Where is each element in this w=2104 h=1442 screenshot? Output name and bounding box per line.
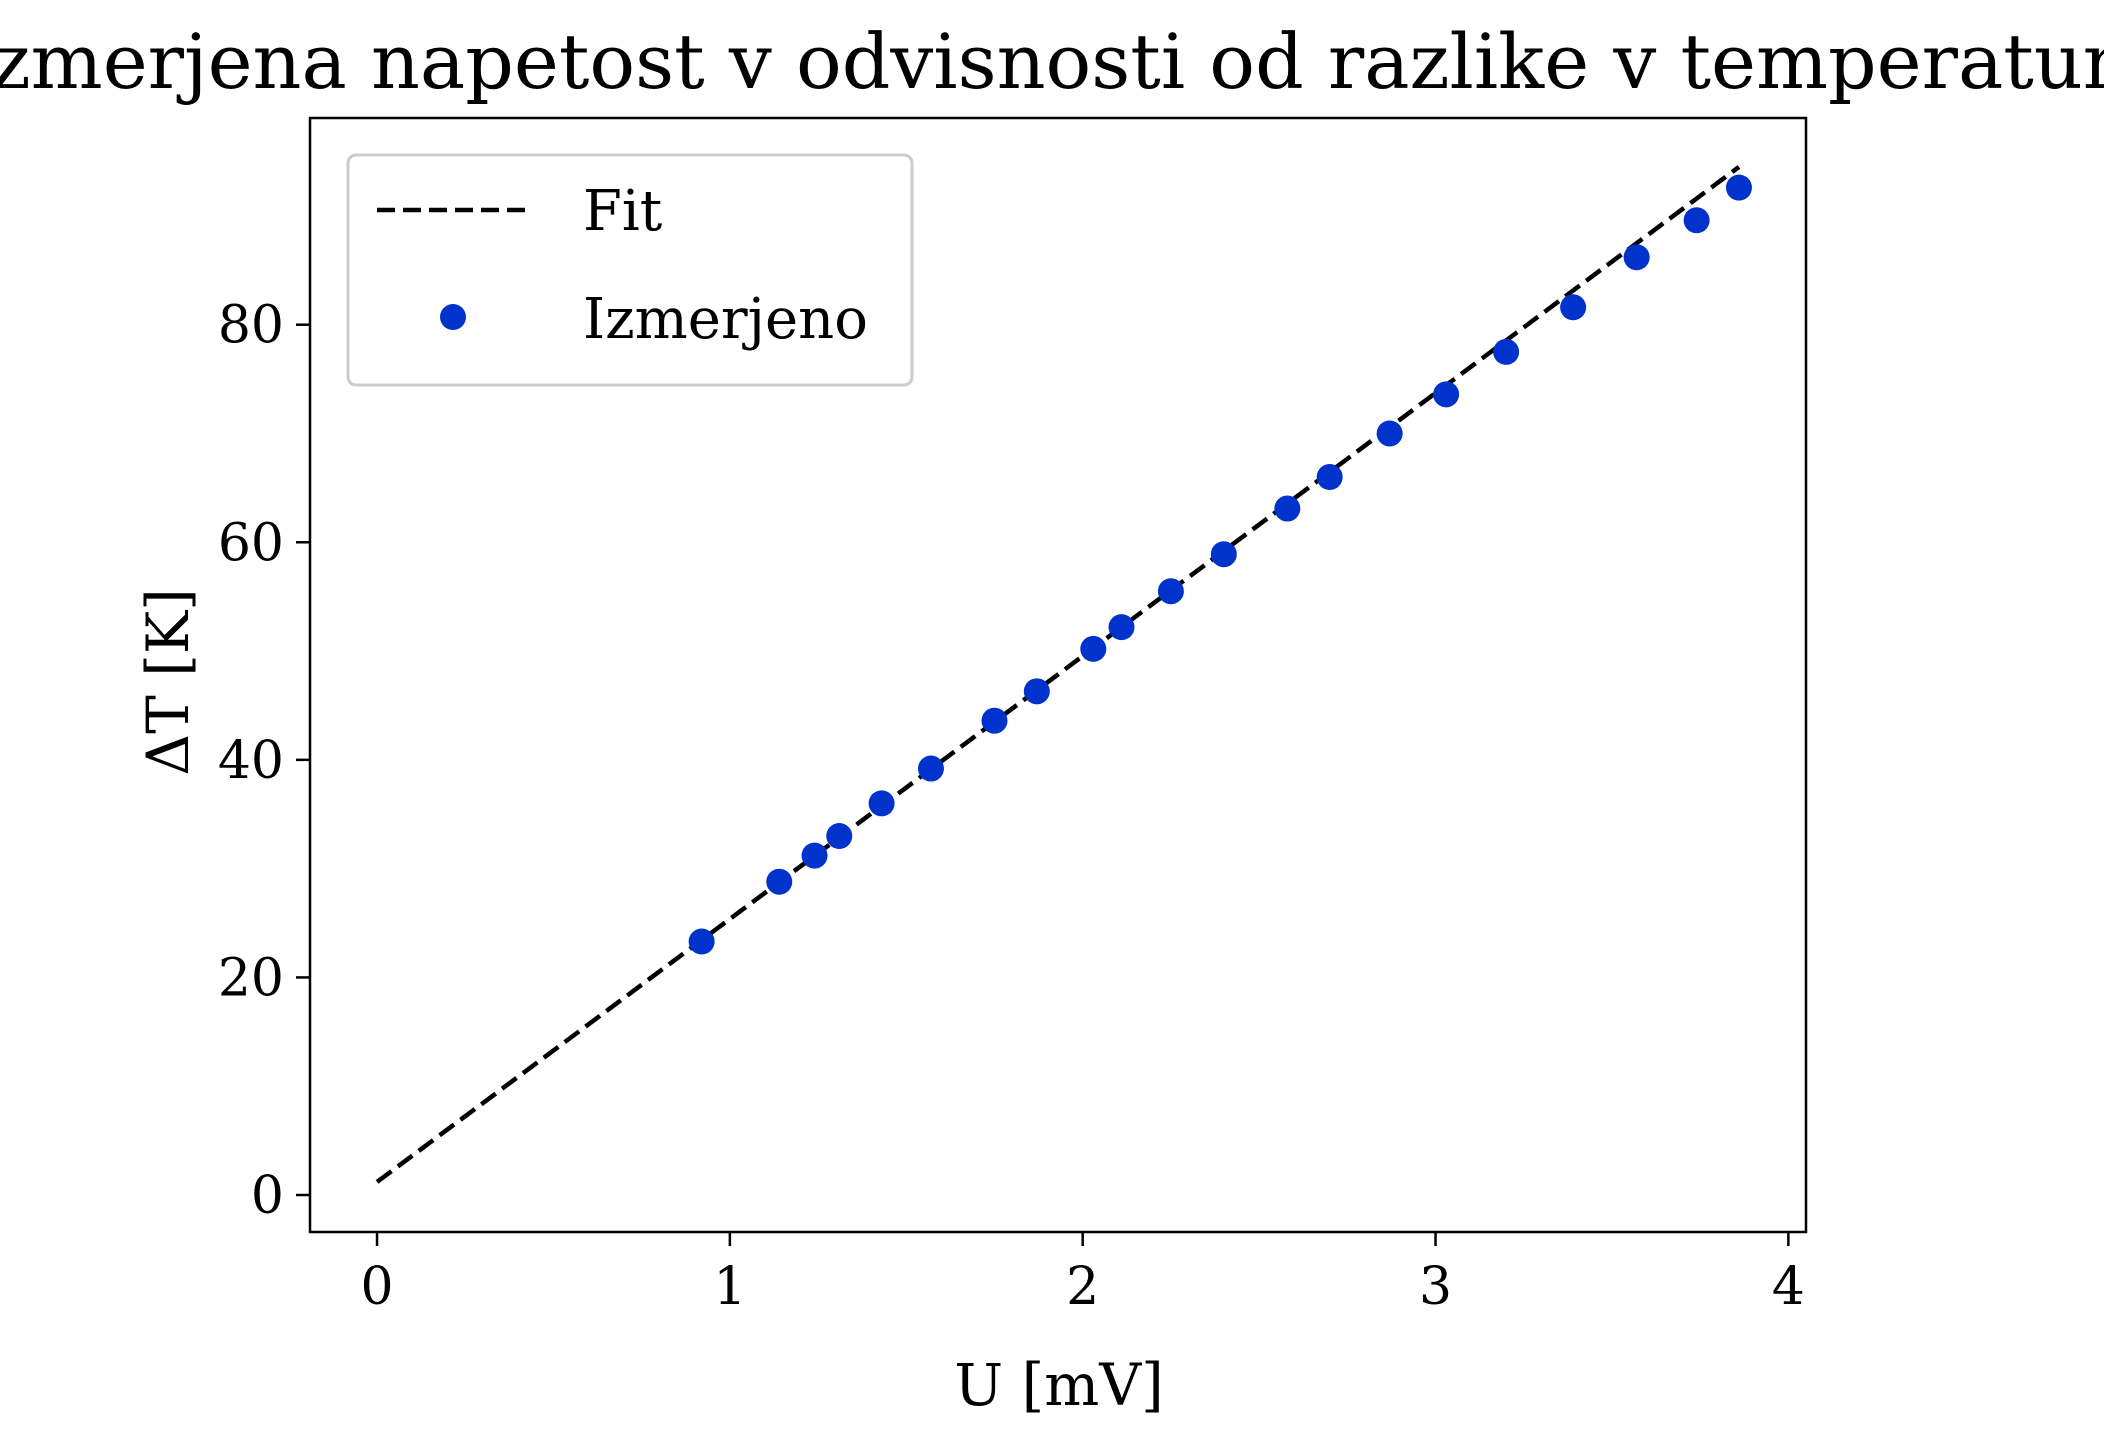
data-point	[1108, 614, 1135, 641]
x-tick-label: 1	[713, 1257, 746, 1317]
axes-frame	[308, 116, 1808, 1234]
legend-points-swatch	[440, 304, 466, 330]
data-point	[1560, 294, 1587, 321]
data-point	[1157, 578, 1184, 605]
fit-line	[375, 165, 1741, 1184]
data-point	[1376, 420, 1403, 447]
x-axis-label: U [mV]	[954, 1351, 1163, 1419]
x-tick-label: 4	[1772, 1257, 1805, 1317]
data-point	[1493, 338, 1520, 365]
x-tick-label: 3	[1419, 1257, 1452, 1317]
data-point	[688, 928, 715, 955]
data-point	[1316, 464, 1343, 491]
data-point	[766, 868, 793, 895]
legend: Fit Izmerjeno	[346, 153, 914, 387]
data-point	[1725, 174, 1752, 201]
y-axis-label: ΔT [K]	[134, 588, 202, 776]
y-tick-label: 20	[218, 948, 284, 1008]
legend-fit-label: Fit	[583, 179, 663, 244]
data-point	[1274, 495, 1301, 522]
data-point	[1683, 207, 1710, 234]
data-point	[826, 823, 853, 850]
data-point	[868, 790, 895, 817]
data-point	[1433, 381, 1460, 408]
data-point	[1080, 635, 1107, 662]
data-point	[981, 707, 1008, 734]
y-tick-label: 60	[218, 513, 284, 573]
data-point	[917, 755, 944, 782]
x-tick-label: 0	[360, 1257, 393, 1317]
data-point	[1210, 541, 1237, 568]
data-point	[1023, 678, 1050, 705]
data-point	[801, 842, 828, 869]
x-tick-label: 2	[1066, 1257, 1099, 1317]
legend-points-label: Izmerjeno	[583, 287, 868, 352]
y-tick-label: 80	[218, 296, 284, 356]
y-tick-label: 0	[251, 1166, 284, 1226]
chart-title: Izmerjena napetost v odvisnosti od razli…	[0, 17, 2104, 106]
data-point	[1623, 244, 1650, 271]
legend-frame	[346, 153, 914, 387]
y-tick-label: 40	[218, 731, 284, 791]
